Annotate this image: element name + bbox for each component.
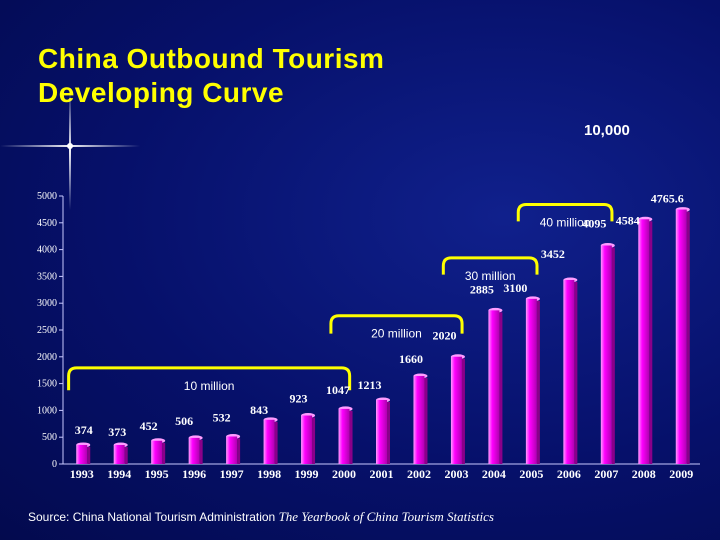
bar-side <box>574 281 578 464</box>
bar-side <box>199 439 203 464</box>
bar-side <box>124 447 128 464</box>
bracket-line <box>329 314 464 334</box>
bar <box>413 376 425 464</box>
bar-value-label: 4095 <box>582 217 606 231</box>
bar <box>600 245 612 464</box>
bracket-line <box>441 256 539 275</box>
x-tick-label: 2003 <box>444 467 468 481</box>
x-tick-label: 1995 <box>145 467 169 481</box>
bracket-line <box>516 203 614 222</box>
bar <box>188 437 200 464</box>
bar <box>113 445 125 464</box>
x-tick-label: 1996 <box>182 467 206 481</box>
x-tick-label: 2004 <box>482 467 506 481</box>
bar-side <box>499 312 503 464</box>
bar-value-label: 1047 <box>326 383 350 397</box>
bar-value-label: 373 <box>108 425 126 439</box>
x-tick-label: 2005 <box>519 467 543 481</box>
y-tick-label: 3500 <box>37 271 57 282</box>
bar <box>376 399 387 464</box>
bar-side <box>237 438 241 464</box>
x-tick-label: 2009 <box>669 467 693 481</box>
bar-side <box>162 442 166 464</box>
bar-value-label: 843 <box>250 403 268 417</box>
bar-value-label: 4765.6 <box>651 192 684 206</box>
bar-value-label: 923 <box>290 392 308 406</box>
bar-chart: 0 500 1000 1500 2000 2500 3000 3500 4000 4500 5000… <box>37 191 700 481</box>
x-tick-label: 2006 <box>557 467 581 481</box>
bar <box>450 356 462 464</box>
bracket-label: 20 million <box>371 327 422 341</box>
y-tick-label: 4000 <box>37 245 57 256</box>
bar-value-label: 3452 <box>541 247 565 261</box>
bar-side <box>349 410 353 464</box>
y-tick-label: 5000 <box>37 191 57 202</box>
x-tick-label: 1997 <box>220 467 244 481</box>
y-tick-label: 1000 <box>37 405 57 416</box>
y-tick-label: 500 <box>42 432 57 443</box>
y-tick-label: 3000 <box>37 298 57 309</box>
source-prefix: Source: China National Tourism Administr… <box>28 510 279 524</box>
bar-side <box>461 358 465 464</box>
x-tick-label: 2002 <box>407 467 431 481</box>
bar <box>563 279 575 464</box>
y-tick-label: 0 <box>52 459 57 470</box>
bar <box>263 419 275 464</box>
source-publication: The Yearbook of China Tourism Statistics <box>278 509 494 524</box>
bar <box>226 436 238 464</box>
source-note: Source: China National Tourism Administr… <box>28 509 494 525</box>
bar <box>525 298 537 464</box>
bar-side <box>312 417 316 464</box>
bar <box>76 444 88 464</box>
x-tick-label: 1993 <box>70 467 94 481</box>
x-tick-label: 2000 <box>332 467 356 481</box>
bar-side <box>536 300 540 464</box>
x-tick-label: 1994 <box>107 467 131 481</box>
bar <box>638 219 650 464</box>
bar-side <box>424 378 428 464</box>
bar-value-label: 4584 <box>616 213 640 227</box>
x-tick-label: 1998 <box>257 467 281 481</box>
milestone-label: 10,000 <box>584 122 630 139</box>
bar-side <box>649 221 653 464</box>
bracket-label: 10 million <box>184 379 235 393</box>
bar <box>675 209 687 464</box>
bar-value-label: 452 <box>140 419 158 433</box>
bar-side <box>686 211 690 464</box>
y-tick-label: 1500 <box>37 379 57 390</box>
x-tick-label: 1999 <box>295 467 319 481</box>
x-tick-label: 2001 <box>370 467 394 481</box>
x-tick-label: 2008 <box>632 467 656 481</box>
x-tick-label: 2007 <box>594 467 618 481</box>
bar <box>338 408 350 464</box>
bar <box>488 310 500 464</box>
bar-value-label: 1213 <box>358 378 382 392</box>
bar-side <box>387 401 390 464</box>
title-line-2: Developing Curve <box>38 77 285 108</box>
bracket-line <box>67 366 352 391</box>
bar-value-label: 3100 <box>503 281 527 295</box>
bar-value-label: 2020 <box>432 329 456 343</box>
bar-value-label: 532 <box>213 410 231 424</box>
bar <box>151 440 163 464</box>
page-title: China Outbound Tourism Developing Curve <box>38 42 384 110</box>
title-line-1: China Outbound Tourism <box>38 43 385 74</box>
sparkle-icon <box>0 90 140 210</box>
y-tick-label: 4500 <box>37 218 57 229</box>
bar-value-label: 506 <box>175 414 193 428</box>
bar-side <box>274 421 278 464</box>
bar-value-label: 1660 <box>399 352 423 366</box>
bracket-label: 40 million <box>540 216 591 230</box>
y-tick-label: 2500 <box>37 325 57 336</box>
bar-side <box>87 446 91 464</box>
bracket-label: 30 million <box>465 269 516 283</box>
bar-side <box>611 247 615 464</box>
y-tick-label: 2000 <box>37 352 57 363</box>
bar-value-label: 2885 <box>470 282 494 296</box>
bar-value-label: 374 <box>75 423 93 437</box>
bar <box>301 415 313 464</box>
